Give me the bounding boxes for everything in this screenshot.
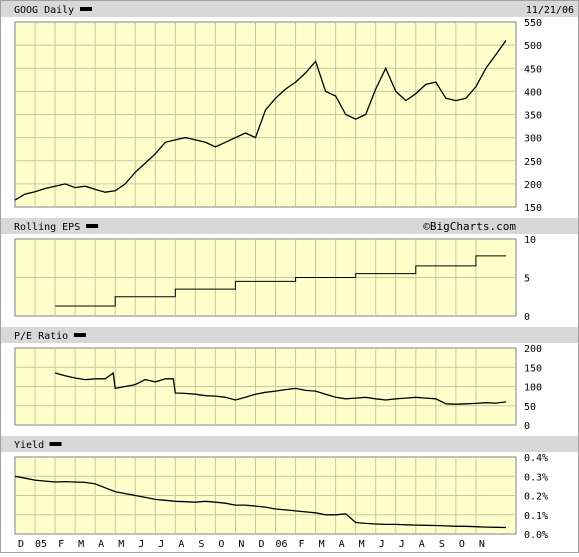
panel-header-yield	[1, 436, 578, 452]
y-tick-label-price: 350	[524, 111, 542, 122]
x-tick-label: A	[178, 539, 184, 550]
x-tick-label: A	[339, 539, 345, 550]
x-tick-label: J	[138, 539, 144, 550]
y-tick-label-price: 550	[524, 18, 542, 29]
x-tick-label: S	[439, 539, 445, 550]
panel-header-price	[1, 1, 578, 17]
x-tick-label: D	[18, 539, 24, 550]
series-line-price	[14, 40, 507, 201]
x-tick-label: J	[379, 539, 385, 550]
x-tick-label: 06	[276, 539, 288, 550]
x-tick-label: J	[158, 539, 164, 550]
x-tick-label: F	[299, 539, 305, 550]
x-tick-label: F	[58, 539, 64, 550]
y-tick-label-eps: 0	[524, 312, 530, 323]
x-tick-label: A	[419, 539, 425, 550]
y-tick-label-eps: 5	[524, 274, 530, 285]
legend-swatch-yield	[49, 442, 62, 446]
y-tick-label-price: 200	[524, 180, 542, 191]
x-tick-label: S	[198, 539, 204, 550]
x-tick-label: M	[78, 539, 84, 550]
x-tick-label: D	[258, 539, 264, 550]
x-tick-label: M	[359, 539, 365, 550]
y-tick-label-price: 450	[524, 64, 542, 75]
series-line-pe	[54, 371, 507, 405]
x-tick-label: J	[399, 539, 405, 550]
series-line-yield	[14, 475, 507, 529]
x-tick-label: N	[479, 539, 485, 550]
x-tick-label: O	[218, 539, 224, 550]
x-tick-label: O	[459, 539, 465, 550]
panel-title-price: GOOG Daily	[14, 5, 74, 16]
legend-swatch-pe	[73, 333, 86, 337]
y-tick-label-price: 250	[524, 157, 542, 168]
y-tick-label-eps: 10	[524, 235, 536, 246]
panel-title-eps: Rolling EPS	[14, 222, 80, 233]
x-tick-label: 05	[35, 539, 47, 550]
y-tick-label-price: 500	[524, 41, 542, 52]
series-line-eps	[55, 255, 506, 307]
panel-title-yield: Yield	[14, 440, 44, 451]
y-tick-label-pe: 0	[524, 421, 530, 432]
legend-swatch-eps	[86, 224, 99, 228]
y-tick-label-pe: 150	[524, 363, 542, 374]
x-tick-label: A	[98, 539, 104, 550]
y-tick-label-yield: 0.4%	[524, 453, 548, 464]
y-tick-label-yield: 0.1%	[524, 511, 548, 522]
x-tick-label: M	[118, 539, 124, 550]
y-tick-label-yield: 0.2%	[524, 492, 548, 503]
chart-date: 11/21/06	[526, 5, 574, 16]
y-tick-label-pe: 50	[524, 402, 536, 413]
y-tick-label-price: 300	[524, 134, 542, 145]
panel-header-pe	[1, 327, 578, 343]
x-tick-label: M	[319, 539, 325, 550]
y-tick-label-pe: 100	[524, 383, 542, 394]
panel-header-eps	[1, 218, 578, 234]
bigcharts-watermark: ©BigCharts.com	[423, 220, 516, 233]
y-tick-label-price: 400	[524, 87, 542, 98]
panel-title-pe: P/E Ratio	[14, 331, 68, 342]
y-tick-label-yield: 0.0%	[524, 530, 548, 541]
x-tick-label: N	[238, 539, 244, 550]
y-tick-label-pe: 200	[524, 344, 542, 355]
y-tick-label-yield: 0.3%	[524, 472, 548, 483]
y-tick-label-price: 150	[524, 203, 542, 214]
legend-swatch-price	[80, 7, 92, 11]
